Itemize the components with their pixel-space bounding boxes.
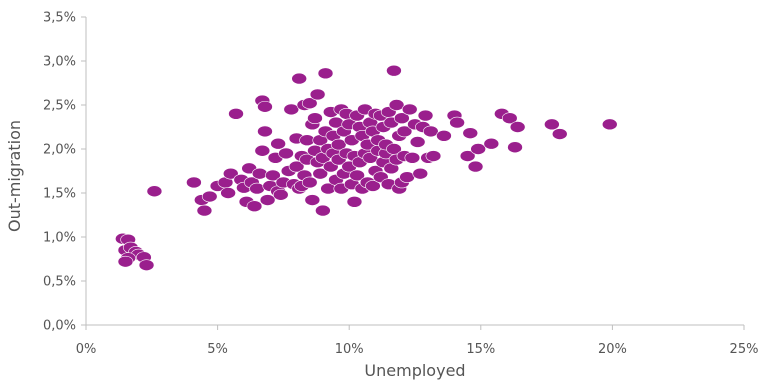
data-point — [330, 138, 347, 151]
data-point — [601, 118, 618, 131]
data-point — [228, 108, 244, 120]
data-point — [409, 136, 426, 148]
data-point — [449, 116, 465, 129]
data-point — [396, 125, 413, 138]
data-point — [117, 255, 134, 268]
data-point — [307, 112, 323, 124]
data-point — [291, 72, 307, 85]
data-point — [509, 121, 526, 133]
y-tick-label: 0,5% — [43, 275, 76, 290]
data-point — [146, 185, 163, 198]
data-point — [196, 204, 213, 217]
y-tick-label: 0,0% — [43, 319, 76, 334]
data-point — [404, 152, 421, 164]
data-point — [399, 171, 415, 183]
data-point — [265, 169, 281, 182]
data-point — [349, 169, 365, 182]
data-point — [222, 167, 239, 180]
data-point — [272, 188, 289, 201]
x-tick-label: 10% — [335, 342, 364, 357]
data-point — [394, 112, 410, 124]
data-point — [346, 196, 363, 208]
data-point — [254, 144, 271, 157]
data-point — [186, 176, 202, 189]
data-point — [412, 167, 429, 180]
data-point — [365, 180, 381, 192]
data-point — [317, 67, 334, 80]
data-point — [257, 100, 273, 113]
data-point — [315, 204, 331, 217]
data-point — [309, 88, 326, 101]
data-point — [299, 134, 315, 146]
data-point — [246, 200, 263, 212]
y-tick-label: 2,5% — [43, 99, 76, 114]
data-point — [301, 97, 318, 110]
data-point — [251, 167, 268, 180]
x-tick-label: 5% — [207, 342, 228, 357]
data-point — [278, 147, 294, 160]
data-point — [551, 128, 568, 140]
x-tick-label: 25% — [730, 342, 759, 357]
data-point — [501, 112, 518, 124]
data-point — [459, 150, 476, 162]
y-tick-label: 1,0% — [43, 231, 76, 246]
y-tick-label: 3,0% — [43, 55, 76, 70]
data-point — [462, 127, 479, 139]
data-point — [201, 190, 218, 203]
data-point — [422, 125, 439, 138]
data-point — [425, 150, 442, 162]
data-point — [483, 137, 500, 150]
data-point — [270, 137, 286, 150]
y-tick-label: 1,5% — [43, 187, 76, 202]
data-point — [544, 118, 560, 131]
data-point — [417, 109, 434, 122]
y-tick-label: 2,0% — [43, 143, 76, 158]
data-point — [388, 99, 405, 111]
data-point — [312, 167, 329, 180]
x-tick-label: 15% — [466, 342, 495, 357]
data-point — [386, 64, 402, 77]
y-tick-label: 3,5% — [43, 11, 76, 26]
data-point — [138, 259, 155, 271]
data-points — [115, 64, 618, 271]
data-point — [301, 176, 318, 189]
data-point — [259, 194, 276, 206]
data-point — [507, 141, 523, 154]
data-point — [467, 160, 484, 173]
data-point — [288, 160, 305, 173]
x-axis-ticks: 0% 5% 10% 15% 20% 25% — [76, 325, 759, 357]
x-tick-label: 20% — [598, 342, 627, 357]
data-point — [257, 125, 273, 138]
y-axis-ticks: 0,0% 0,5% 1,0% 1,5% 2,0% 2,5% 3,0% 3,5% — [43, 11, 86, 334]
data-point — [283, 103, 300, 116]
data-point — [304, 194, 321, 206]
data-point — [249, 182, 265, 195]
data-point — [220, 187, 236, 199]
data-point — [436, 130, 452, 142]
data-point — [401, 103, 418, 116]
x-axis-title: Unemployed — [364, 361, 465, 380]
x-tick-label: 0% — [76, 342, 97, 357]
data-point — [470, 143, 486, 155]
y-axis-title: Out-migration — [5, 120, 24, 232]
